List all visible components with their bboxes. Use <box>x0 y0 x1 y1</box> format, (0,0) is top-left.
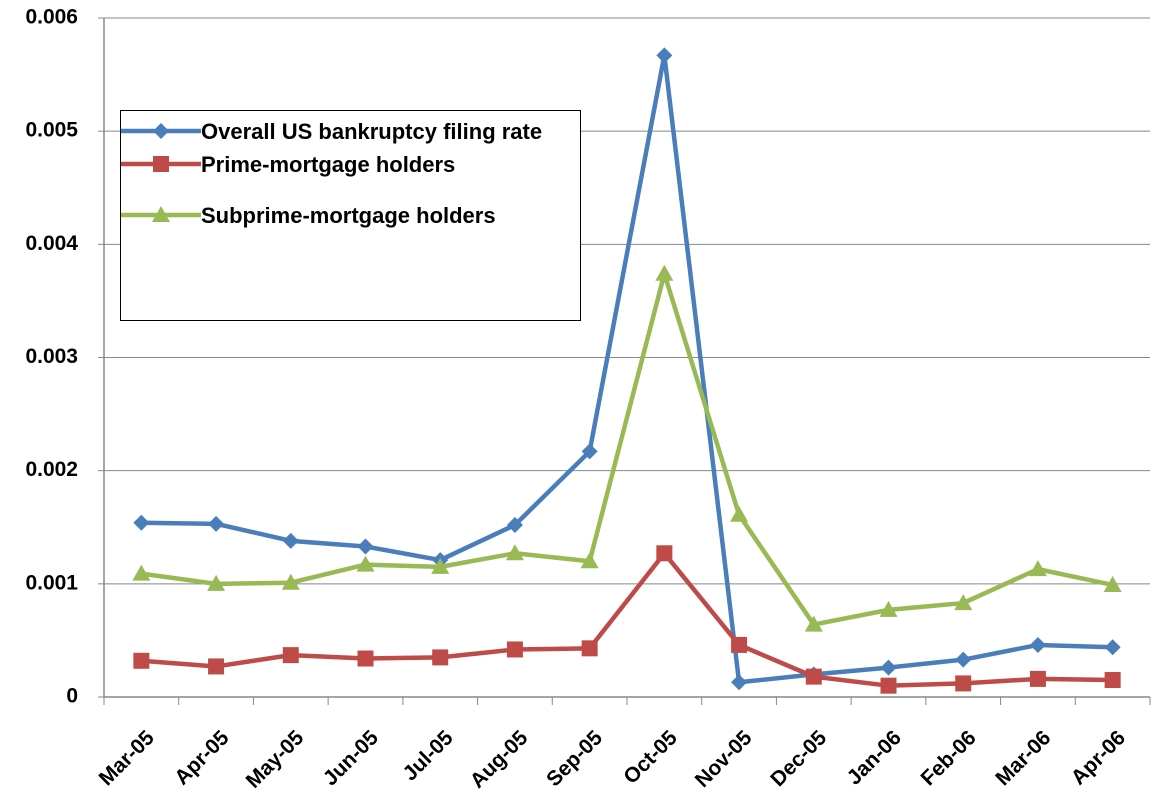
point <box>1104 639 1121 656</box>
point <box>208 515 225 532</box>
point <box>133 514 150 531</box>
x-tick-label: May-05 <box>242 726 309 793</box>
point <box>581 640 598 657</box>
legend: Overall US bankruptcy filing rate Prime-m… <box>120 110 581 321</box>
legend-marker <box>152 206 170 222</box>
legend-icon <box>121 206 201 222</box>
point <box>955 651 972 668</box>
point <box>357 538 374 555</box>
point <box>805 668 822 685</box>
point <box>207 574 226 591</box>
x-tick-label: Oct-05 <box>619 726 682 789</box>
x-tick-label: Mar-06 <box>991 726 1055 790</box>
point <box>282 647 299 664</box>
x-tick-label: Aug-05 <box>466 726 533 793</box>
point <box>804 615 823 632</box>
point <box>880 659 897 676</box>
legend-label: Prime-mortgage holders <box>201 152 456 177</box>
point <box>1104 672 1121 689</box>
point <box>879 600 898 617</box>
legend-marker <box>153 156 169 172</box>
point <box>731 674 748 691</box>
point <box>506 516 523 533</box>
point <box>208 658 225 675</box>
x-tick-label: Jun-05 <box>319 726 383 790</box>
point <box>880 677 897 694</box>
point <box>133 652 150 669</box>
legend-icon <box>121 156 201 172</box>
y-tick-label: 0.006 <box>25 6 78 29</box>
y-tick-label: 0.002 <box>25 458 78 481</box>
point <box>357 650 374 667</box>
point <box>432 649 449 666</box>
point <box>954 594 973 611</box>
y-tick-label: 0.004 <box>25 232 78 255</box>
legend-icon <box>121 123 201 139</box>
x-tick-label: Jul-05 <box>398 726 457 785</box>
point <box>1029 636 1046 653</box>
point <box>1028 560 1047 577</box>
point <box>431 557 450 574</box>
point <box>580 552 599 569</box>
y-tick-label: 0 <box>66 685 78 708</box>
point <box>1029 670 1046 687</box>
point <box>655 264 674 281</box>
point <box>282 532 299 549</box>
x-tick-label: Mar-05 <box>95 726 159 790</box>
x-tick-label: Jan-06 <box>843 726 906 789</box>
x-tick-label: Dec-05 <box>766 726 831 791</box>
legend-label: Overall US bankruptcy filing rate <box>201 119 543 144</box>
y-tick-label: 0.001 <box>25 571 78 594</box>
legend-label: Subprime-mortgage holders <box>201 203 496 228</box>
point <box>506 641 523 658</box>
x-tick-label: Apr-05 <box>170 726 234 790</box>
point <box>581 443 598 460</box>
legend-marker <box>153 123 169 139</box>
y-tick-label: 0.005 <box>25 119 78 142</box>
legend-item: Prime-mortgage holders <box>121 148 580 181</box>
point <box>656 545 673 562</box>
point <box>132 564 151 581</box>
series-line <box>141 271 1114 627</box>
x-tick-label: Feb-06 <box>917 726 981 790</box>
x-tick-label: Sep-05 <box>542 726 607 791</box>
x-tick-label: Apr-06 <box>1067 726 1130 789</box>
point <box>1103 575 1122 592</box>
point <box>955 675 972 692</box>
point <box>505 544 524 561</box>
series-line <box>141 53 1113 685</box>
series-line <box>141 551 1113 688</box>
y-tick-label: 0.003 <box>25 345 78 368</box>
point <box>730 505 749 522</box>
point <box>656 47 673 64</box>
x-tick-label: Nov-05 <box>691 726 757 792</box>
point <box>281 573 300 590</box>
point <box>356 555 375 572</box>
point <box>731 636 748 653</box>
legend-item: Overall US bankruptcy filing rate <box>121 115 580 148</box>
legend-item: Subprime-mortgage holders <box>121 199 580 232</box>
